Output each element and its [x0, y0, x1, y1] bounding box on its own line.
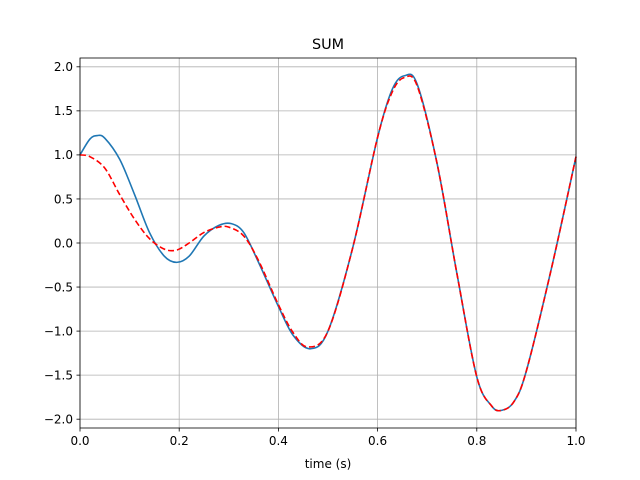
- series-line-2: [79, 75, 577, 412]
- x-axis-label: time (s): [305, 457, 352, 471]
- x-tick-label: 0.4: [269, 434, 288, 448]
- chart-title: SUM: [312, 37, 344, 53]
- x-tick-label: 0.2: [170, 434, 189, 448]
- y-tick-label: −1.5: [44, 368, 73, 382]
- y-tick-label: 2.0: [54, 60, 73, 74]
- y-tick-label: 1.0: [54, 148, 73, 162]
- y-tick-label: 0.0: [54, 236, 73, 250]
- x-tick-label: 0.6: [368, 434, 387, 448]
- y-tick-label: −0.5: [44, 280, 73, 294]
- y-tick-label: 0.5: [54, 192, 73, 206]
- x-tick-label: 0.8: [467, 434, 486, 448]
- series-layer: [79, 73, 577, 412]
- y-tick-label: −2.0: [44, 412, 73, 426]
- x-tick-label: 1.0: [566, 434, 585, 448]
- y-axis: 2.0 1.5 1.0 0.5 0.0 −0.5 −1.0 −1.5 −2.0: [44, 60, 80, 426]
- y-tick-label: 1.5: [54, 104, 73, 118]
- y-tick-label: −1.0: [44, 324, 73, 338]
- x-tick-label: 0.0: [70, 434, 89, 448]
- x-axis: 0.0 0.2 0.4 0.6 0.8 1.0: [70, 428, 586, 448]
